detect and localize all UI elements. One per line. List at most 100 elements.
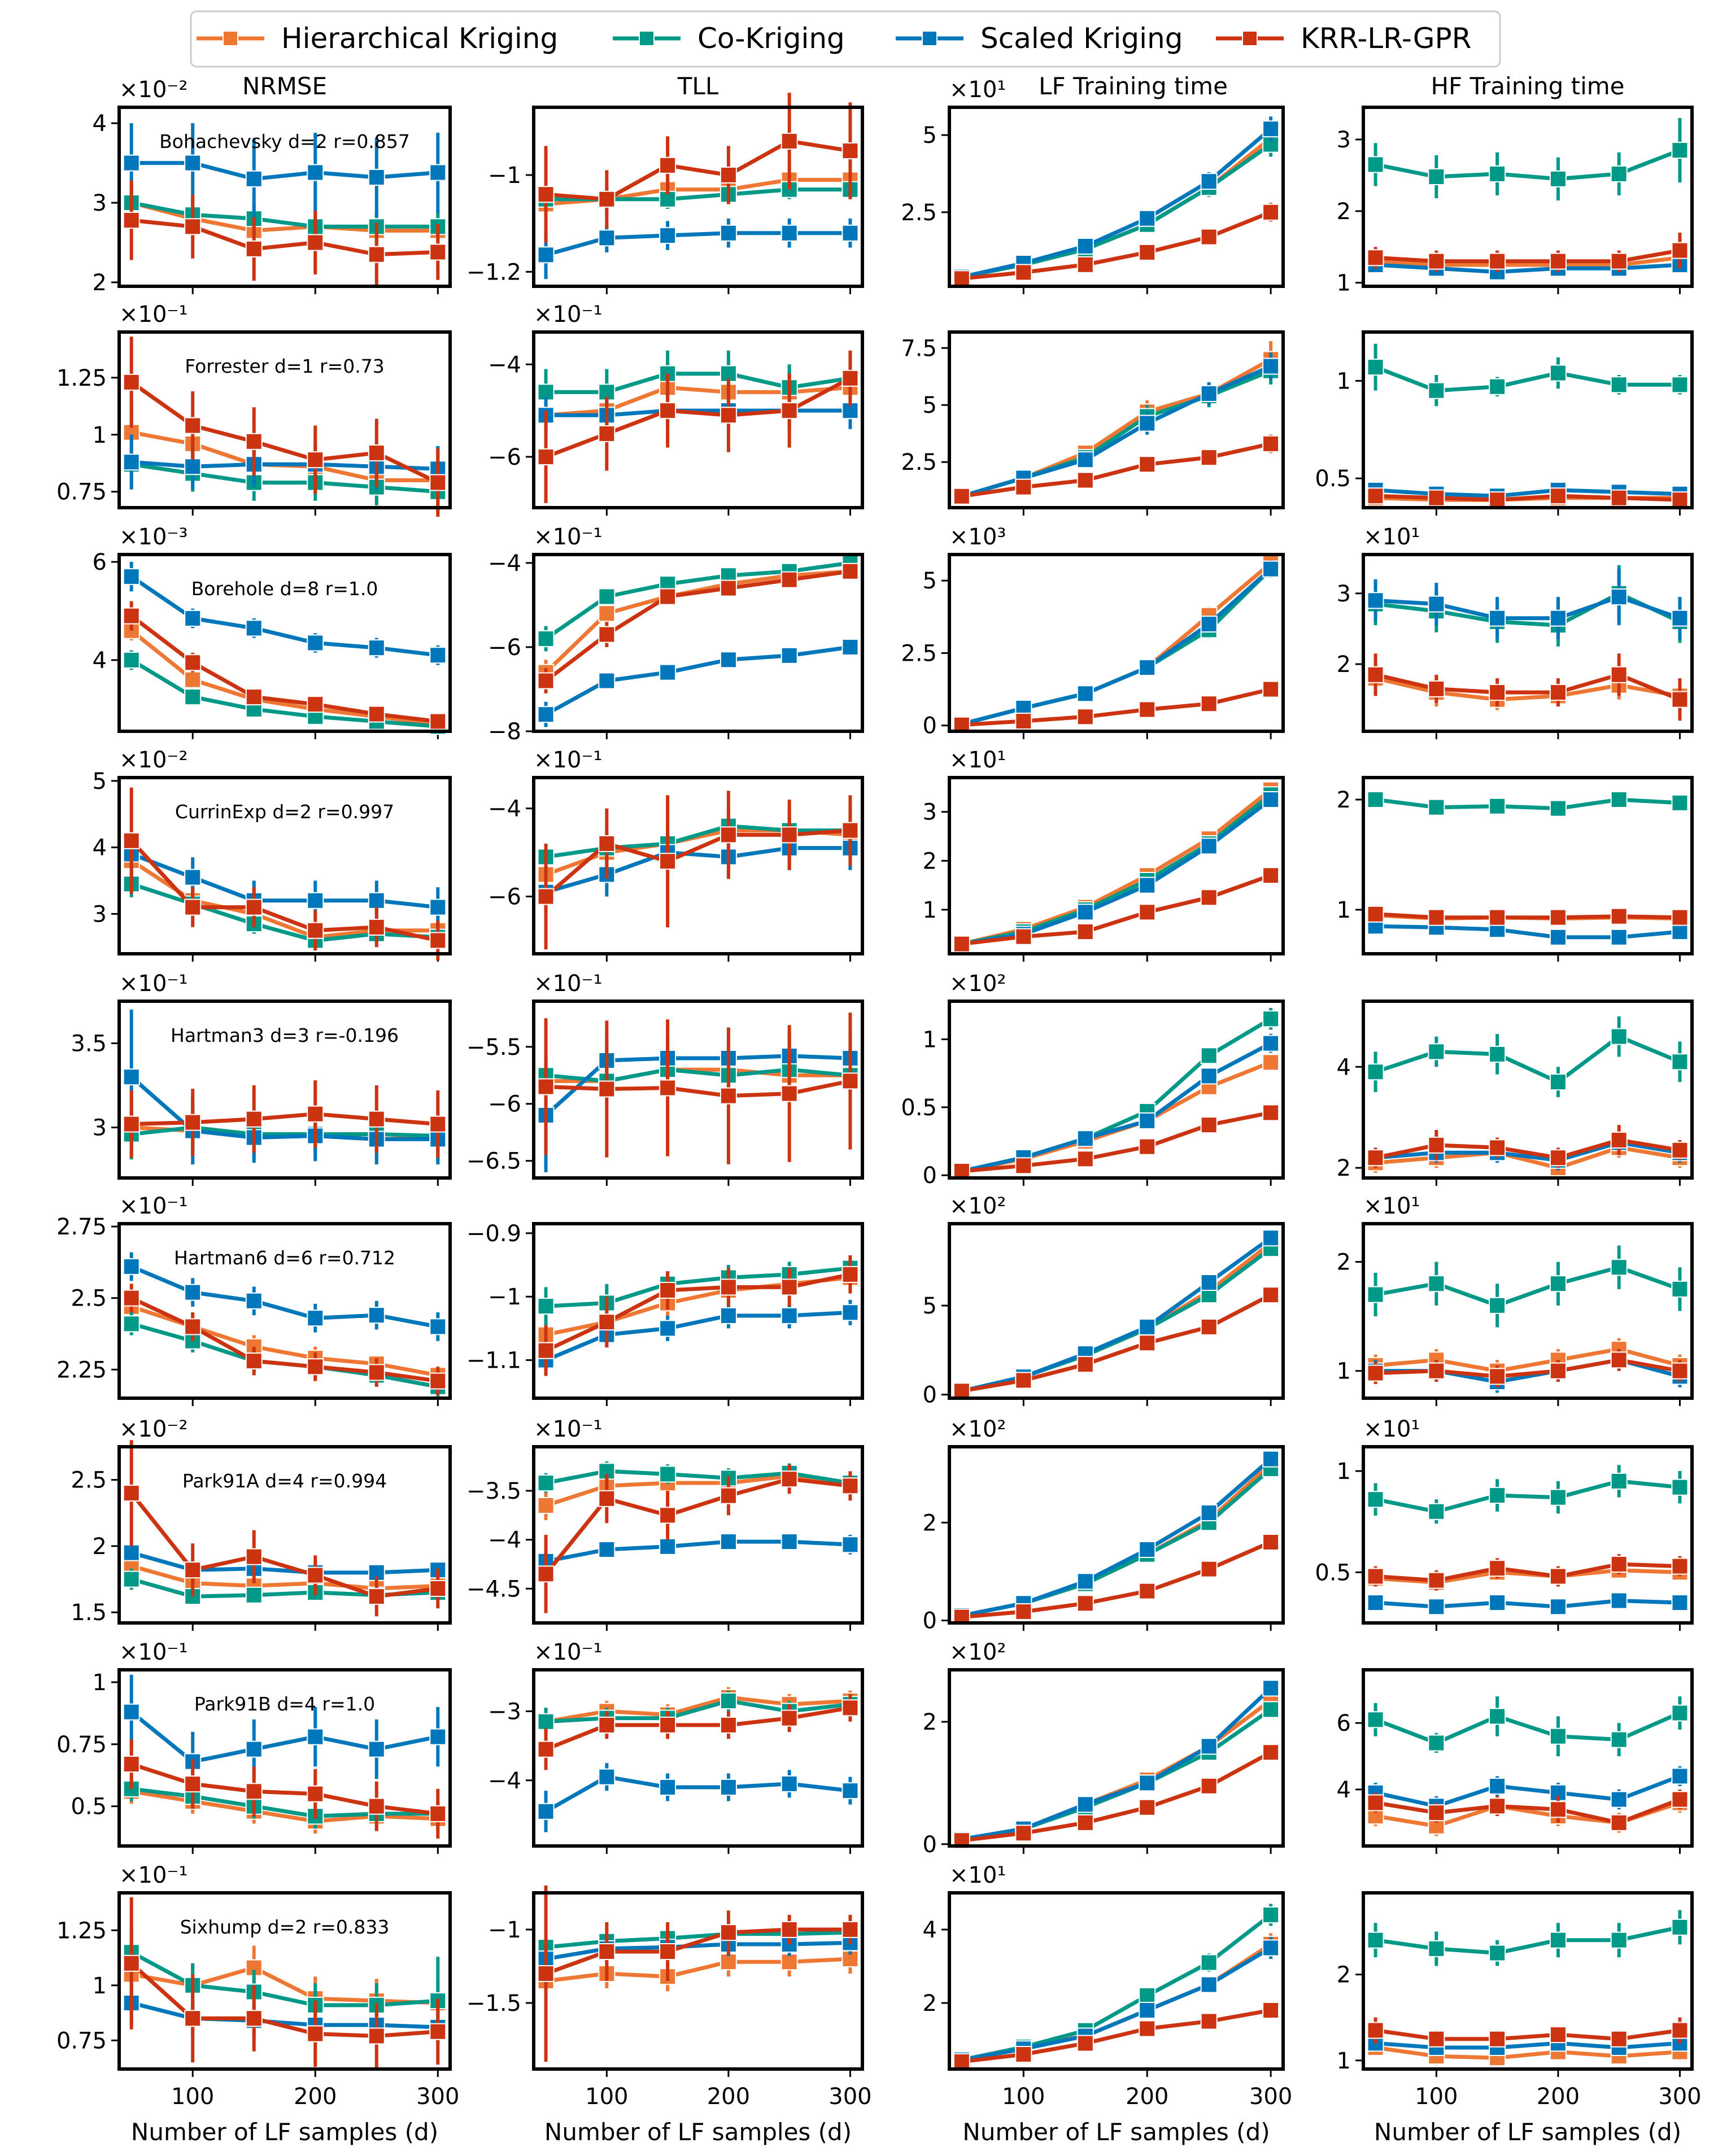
data-point xyxy=(1076,685,1094,702)
data-point xyxy=(1671,923,1689,940)
data-point xyxy=(659,156,677,174)
data-point xyxy=(720,1533,737,1551)
data-point xyxy=(123,1258,140,1275)
data-point xyxy=(598,1313,616,1331)
series-line xyxy=(1375,1479,1680,1514)
data-point xyxy=(1671,794,1689,811)
series-hierarchical-kriging xyxy=(123,398,447,515)
data-point xyxy=(780,1709,798,1727)
data-point xyxy=(1671,1791,1689,1808)
data-point xyxy=(659,402,677,420)
y-tick-label: 1.25 xyxy=(56,1918,107,1944)
data-point xyxy=(1367,359,1384,376)
y-tick-label: 1 xyxy=(93,1670,107,1696)
y-tick-label: −1.2 xyxy=(466,259,521,285)
series-krr-lr-gpr xyxy=(537,93,859,243)
data-point xyxy=(123,212,140,229)
y-tick-label: 2.5 xyxy=(901,640,937,666)
data-point xyxy=(245,619,263,637)
data-point xyxy=(1610,1592,1628,1609)
data-point xyxy=(1671,1594,1689,1612)
data-point xyxy=(184,654,202,671)
data-point xyxy=(1367,249,1384,267)
data-point xyxy=(1262,1035,1280,1052)
panel-8-1: 0.5 0.75 1 ×10⁻¹ Park91B d=4 r=1.0 xyxy=(56,1639,452,1854)
axis-offset-label: ×10⁻¹ xyxy=(534,971,603,997)
series-co-kriging xyxy=(537,350,859,416)
data-point xyxy=(429,1115,447,1133)
series-line xyxy=(961,127,1272,280)
data-point xyxy=(1610,1028,1628,1045)
series-krr-lr-gpr xyxy=(953,203,1280,287)
data-point xyxy=(123,1289,140,1307)
axis-offset-label: ×10¹ xyxy=(1363,1193,1420,1219)
data-point xyxy=(1139,2002,1156,2019)
data-point xyxy=(1200,1954,1218,1971)
legend-label: Co-Kriging xyxy=(697,22,845,55)
data-point xyxy=(1549,1275,1567,1293)
data-point xyxy=(429,1318,447,1336)
y-tick-label: 1 xyxy=(1337,897,1351,923)
data-point xyxy=(720,826,737,844)
series-line xyxy=(130,1321,438,1389)
panel-9-4: 1 2 100 200 300 xyxy=(1337,1891,1702,2110)
series-line xyxy=(961,1293,1272,1393)
series-krr-lr-gpr xyxy=(1367,1789,1689,1831)
series-hierarchical-kriging xyxy=(1367,2039,1689,2067)
series-line xyxy=(544,561,851,640)
series-line xyxy=(961,442,1271,499)
data-point xyxy=(780,647,798,664)
data-point xyxy=(953,1382,970,1400)
panel-8-4: 46 xyxy=(1337,1668,1694,1854)
axis-offset-label: ×10¹ xyxy=(1363,1416,1420,1442)
y-tick-label: 2.75 xyxy=(56,1214,107,1240)
data-point xyxy=(1489,609,1506,627)
data-point xyxy=(1262,1286,1280,1304)
data-point xyxy=(841,1072,859,1090)
data-point xyxy=(368,1307,385,1324)
series-line xyxy=(961,357,1272,499)
data-point xyxy=(1076,923,1094,940)
data-point xyxy=(123,651,140,669)
series-line xyxy=(1375,148,1681,181)
data-point xyxy=(1139,904,1156,921)
panel-frame xyxy=(532,776,864,955)
panel-4-4: 12 xyxy=(1337,776,1694,962)
data-point xyxy=(1549,800,1567,817)
data-point xyxy=(1076,2035,1094,2052)
series-krr-lr-gpr xyxy=(123,1080,447,1158)
series-line xyxy=(1375,591,1681,627)
series-line xyxy=(131,1112,438,1127)
data-point xyxy=(368,168,385,186)
data-point xyxy=(368,892,385,909)
series-line xyxy=(961,1041,1272,1173)
y-tick-label: 2.5 xyxy=(71,1468,107,1494)
data-point xyxy=(841,1782,859,1800)
data-point xyxy=(1428,1362,1445,1380)
data-point xyxy=(1549,1568,1567,1585)
series-hierarchical-kriging xyxy=(123,182,447,251)
data-point xyxy=(184,868,202,886)
series-scaled-kriging xyxy=(1367,1592,1689,1616)
series-line xyxy=(1375,255,1680,267)
series-co-kriging xyxy=(1367,1465,1689,1524)
data-point xyxy=(184,898,202,916)
panel-frame xyxy=(1362,1000,1694,1180)
data-point xyxy=(720,166,737,184)
x-tick-label: 300 xyxy=(829,2084,871,2110)
data-point xyxy=(1489,1708,1506,1725)
series-line xyxy=(961,1467,1272,1618)
series-scaled-kriging xyxy=(1367,569,1689,640)
series-line xyxy=(961,793,1272,946)
data-point xyxy=(720,651,737,669)
series-line xyxy=(130,1950,438,2007)
series-line xyxy=(544,1054,851,1117)
data-point xyxy=(1262,1229,1280,1247)
series-line xyxy=(546,1266,851,1308)
y-tick-label: 5 xyxy=(93,769,107,795)
data-point xyxy=(1610,1814,1628,1831)
data-point xyxy=(780,224,798,242)
data-point xyxy=(1015,1157,1032,1175)
series-line xyxy=(1375,676,1681,702)
series-scaled-kriging xyxy=(537,1033,859,1172)
